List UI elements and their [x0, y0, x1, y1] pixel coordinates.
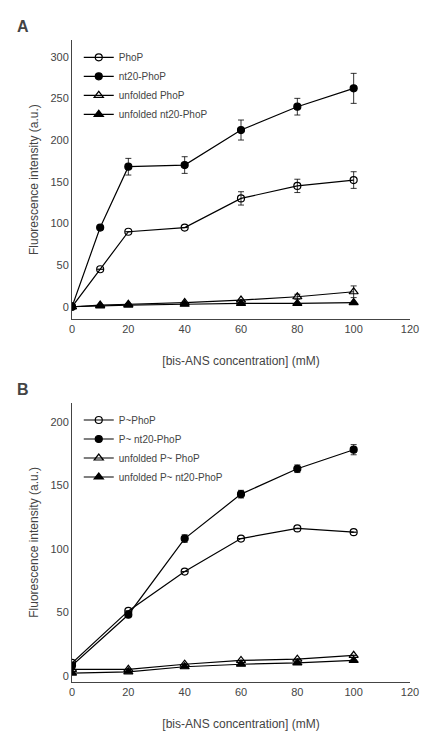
- svg-text:200: 200: [50, 134, 68, 146]
- svg-text:40: 40: [179, 686, 191, 698]
- svg-text:[bis-ANS concentration] (mM): [bis-ANS concentration] (mM): [162, 717, 319, 731]
- svg-text:0: 0: [63, 670, 69, 682]
- svg-text:Fluorescence intensity (a.u.): Fluorescence intensity (a.u.): [27, 104, 41, 255]
- svg-text:P~PhoP: P~PhoP: [119, 415, 156, 426]
- svg-text:60: 60: [235, 323, 247, 335]
- svg-text:250: 250: [50, 92, 68, 104]
- svg-text:40: 40: [179, 323, 191, 335]
- svg-text:P~ nt20-PhoP: P~ nt20-PhoP: [119, 434, 182, 445]
- svg-text:0: 0: [63, 301, 69, 313]
- svg-text:200: 200: [50, 416, 68, 428]
- svg-text:unfolded nt20-PhoP: unfolded nt20-PhoP: [119, 109, 208, 120]
- svg-text:0: 0: [69, 323, 75, 335]
- svg-text:Fluorescence intensity (a.u.): Fluorescence intensity (a.u.): [27, 467, 41, 618]
- svg-text:PhoP: PhoP: [119, 52, 144, 63]
- svg-text:unfolded P~ PhoP: unfolded P~ PhoP: [119, 453, 200, 464]
- svg-text:60: 60: [235, 686, 247, 698]
- svg-text:nt20-PhoP: nt20-PhoP: [119, 71, 167, 82]
- svg-text:B: B: [17, 381, 29, 398]
- svg-text:100: 100: [50, 543, 68, 555]
- svg-text:300: 300: [50, 51, 68, 63]
- svg-text:0: 0: [69, 686, 75, 698]
- svg-text:unfolded P~ nt20-PhoP: unfolded P~ nt20-PhoP: [119, 472, 223, 483]
- svg-text:150: 150: [50, 479, 68, 491]
- svg-text:unfolded PhoP: unfolded PhoP: [119, 90, 185, 101]
- svg-text:[bis-ANS concentration] (mM): [bis-ANS concentration] (mM): [162, 354, 319, 368]
- svg-text:150: 150: [50, 176, 68, 188]
- svg-text:80: 80: [291, 323, 303, 335]
- svg-text:120: 120: [401, 323, 419, 335]
- svg-text:50: 50: [57, 606, 69, 618]
- svg-text:100: 100: [344, 686, 362, 698]
- svg-text:A: A: [17, 18, 29, 35]
- svg-text:20: 20: [122, 323, 134, 335]
- svg-text:50: 50: [57, 259, 69, 271]
- svg-text:100: 100: [50, 217, 68, 229]
- svg-text:120: 120: [401, 686, 419, 698]
- svg-text:20: 20: [122, 686, 134, 698]
- svg-text:100: 100: [344, 323, 362, 335]
- svg-text:80: 80: [291, 686, 303, 698]
